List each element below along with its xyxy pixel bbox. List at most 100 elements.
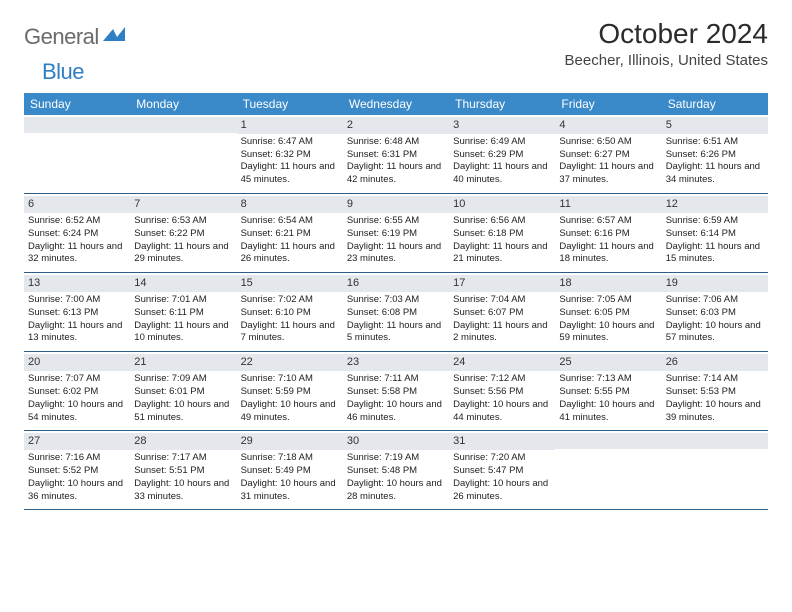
sunrise-line: Sunrise: 6:48 AM (347, 136, 445, 149)
sunrise-line: Sunrise: 6:51 AM (666, 136, 764, 149)
week-row: 27Sunrise: 7:16 AMSunset: 5:52 PMDayligh… (24, 431, 768, 510)
day-cell: 24Sunrise: 7:12 AMSunset: 5:56 PMDayligh… (449, 352, 555, 430)
day-number: 25 (555, 354, 661, 371)
sunrise-line: Sunrise: 6:56 AM (453, 215, 551, 228)
day-number: 1 (237, 117, 343, 134)
sunrise-line: Sunrise: 7:01 AM (134, 294, 232, 307)
daylight-line: Daylight: 10 hours and 39 minutes. (666, 399, 764, 425)
day-header: Saturday (662, 93, 768, 115)
day-number: 4 (555, 117, 661, 134)
day-cell: 25 Sunrise: 7:13 AMSunset: 5:55 PMDayligh… (555, 352, 661, 430)
day-cell: 23Sunrise: 7:11 AMSunset: 5:58 PMDayligh… (343, 352, 449, 430)
sunset-line: Sunset: 6:03 PM (666, 307, 764, 320)
daylight-line: Daylight: 10 hours and 46 minutes. (347, 399, 445, 425)
day-cell: 13Sunrise: 7:00 AMSunset: 6:13 PMDayligh… (24, 273, 130, 351)
daylight-line: Daylight: 10 hours and 54 minutes. (28, 399, 126, 425)
daylight-line: Daylight: 10 hours and 28 minutes. (347, 478, 445, 504)
day-number: 11 (555, 196, 661, 213)
sunset-line: Sunset: 6:18 PM (453, 228, 551, 241)
sunrise-line: Sunrise: 6:52 AM (28, 215, 126, 228)
day-number: 16 (343, 275, 449, 292)
day-cell: 11Sunrise: 6:57 AMSunset: 6:16 PMDayligh… (555, 194, 661, 272)
empty-day-band (662, 433, 768, 449)
day-number: 27 (24, 433, 130, 450)
day-cell: 4Sunrise: 6:50 AMSunset: 6:27 PMDaylight… (555, 115, 661, 193)
daylight-line: Daylight: 10 hours and 44 minutes. (453, 399, 551, 425)
day-cell: 27Sunrise: 7:16 AMSunset: 5:52 PMDayligh… (24, 431, 130, 509)
sunset-line: Sunset: 6:19 PM (347, 228, 445, 241)
sunset-line: Sunset: 5:53 PM (666, 386, 764, 399)
daylight-line: Daylight: 10 hours and 59 minutes. (559, 320, 657, 346)
sunrise-line: Sunrise: 6:49 AM (453, 136, 551, 149)
day-cell: 20Sunrise: 7:07 AMSunset: 6:02 PMDayligh… (24, 352, 130, 430)
day-cell: 28Sunrise: 7:17 AMSunset: 5:51 PMDayligh… (130, 431, 236, 509)
day-cell: 6Sunrise: 6:52 AMSunset: 6:24 PMDaylight… (24, 194, 130, 272)
day-cell: 9Sunrise: 6:55 AMSunset: 6:19 PMDaylight… (343, 194, 449, 272)
day-number: 2 (343, 117, 449, 134)
sunrise-line: Sunrise: 7:06 AM (666, 294, 764, 307)
day-number: 22 (237, 354, 343, 371)
day-number: 30 (343, 433, 449, 450)
day-number: 19 (662, 275, 768, 292)
day-cell: 7Sunrise: 6:53 AMSunset: 6:22 PMDaylight… (130, 194, 236, 272)
sunset-line: Sunset: 5:48 PM (347, 465, 445, 478)
day-cell: 15Sunrise: 7:02 AMSunset: 6:10 PMDayligh… (237, 273, 343, 351)
sunrise-line: Sunrise: 7:18 AM (241, 452, 339, 465)
day-number: 17 (449, 275, 555, 292)
sunrise-line: Sunrise: 7:11 AM (347, 373, 445, 386)
empty-day-band (555, 433, 661, 449)
sunset-line: Sunset: 5:56 PM (453, 386, 551, 399)
day-number: 20 (24, 354, 130, 371)
logo-text-gray: General (24, 24, 99, 50)
location: Beecher, Illinois, United States (565, 52, 768, 69)
sunset-line: Sunset: 5:52 PM (28, 465, 126, 478)
day-number: 5 (662, 117, 768, 134)
logo: General (24, 18, 127, 50)
daylight-line: Daylight: 11 hours and 29 minutes. (134, 241, 232, 267)
day-cell: 5Sunrise: 6:51 AMSunset: 6:26 PMDaylight… (662, 115, 768, 193)
day-cell (24, 115, 130, 193)
day-number: 13 (24, 275, 130, 292)
daylight-line: Daylight: 10 hours and 41 minutes. (559, 399, 657, 425)
day-number: 18 (555, 275, 661, 292)
month-title: October 2024 (565, 18, 768, 50)
sunrise-line: Sunrise: 7:12 AM (453, 373, 551, 386)
day-cell: 3Sunrise: 6:49 AMSunset: 6:29 PMDaylight… (449, 115, 555, 193)
day-number: 14 (130, 275, 236, 292)
sunset-line: Sunset: 5:59 PM (241, 386, 339, 399)
sunset-line: Sunset: 6:26 PM (666, 149, 764, 162)
daylight-line: Daylight: 10 hours and 31 minutes. (241, 478, 339, 504)
day-cell: 21Sunrise: 7:09 AMSunset: 6:01 PMDayligh… (130, 352, 236, 430)
sunrise-line: Sunrise: 7:03 AM (347, 294, 445, 307)
day-header: Sunday (24, 93, 130, 115)
day-cell (130, 115, 236, 193)
day-cell: 12Sunrise: 6:59 AMSunset: 6:14 PMDayligh… (662, 194, 768, 272)
sunset-line: Sunset: 6:08 PM (347, 307, 445, 320)
sunset-line: Sunset: 6:14 PM (666, 228, 764, 241)
daylight-line: Daylight: 11 hours and 7 minutes. (241, 320, 339, 346)
sunset-line: Sunset: 6:05 PM (559, 307, 657, 320)
day-header: Friday (555, 93, 661, 115)
sunrise-line: Sunrise: 7:13 AM (559, 373, 657, 386)
sunrise-line: Sunrise: 6:57 AM (559, 215, 657, 228)
day-cell: 1Sunrise: 6:47 AMSunset: 6:32 PMDaylight… (237, 115, 343, 193)
daylight-line: Daylight: 11 hours and 42 minutes. (347, 161, 445, 187)
day-number: 26 (662, 354, 768, 371)
day-cell: 19Sunrise: 7:06 AMSunset: 6:03 PMDayligh… (662, 273, 768, 351)
sunset-line: Sunset: 6:31 PM (347, 149, 445, 162)
daylight-line: Daylight: 11 hours and 15 minutes. (666, 241, 764, 267)
day-cell: 31Sunrise: 7:20 AMSunset: 5:47 PMDayligh… (449, 431, 555, 509)
sunset-line: Sunset: 6:32 PM (241, 149, 339, 162)
daylight-line: Daylight: 11 hours and 10 minutes. (134, 320, 232, 346)
sunset-line: Sunset: 6:16 PM (559, 228, 657, 241)
sunrise-line: Sunrise: 7:10 AM (241, 373, 339, 386)
day-cell: 29Sunrise: 7:18 AMSunset: 5:49 PMDayligh… (237, 431, 343, 509)
sunrise-line: Sunrise: 6:47 AM (241, 136, 339, 149)
day-cell: 22Sunrise: 7:10 AMSunset: 5:59 PMDayligh… (237, 352, 343, 430)
sunset-line: Sunset: 5:55 PM (559, 386, 657, 399)
sunrise-line: Sunrise: 7:20 AM (453, 452, 551, 465)
daylight-line: Daylight: 10 hours and 36 minutes. (28, 478, 126, 504)
day-number: 7 (130, 196, 236, 213)
daylight-line: Daylight: 10 hours and 33 minutes. (134, 478, 232, 504)
daylight-line: Daylight: 11 hours and 2 minutes. (453, 320, 551, 346)
